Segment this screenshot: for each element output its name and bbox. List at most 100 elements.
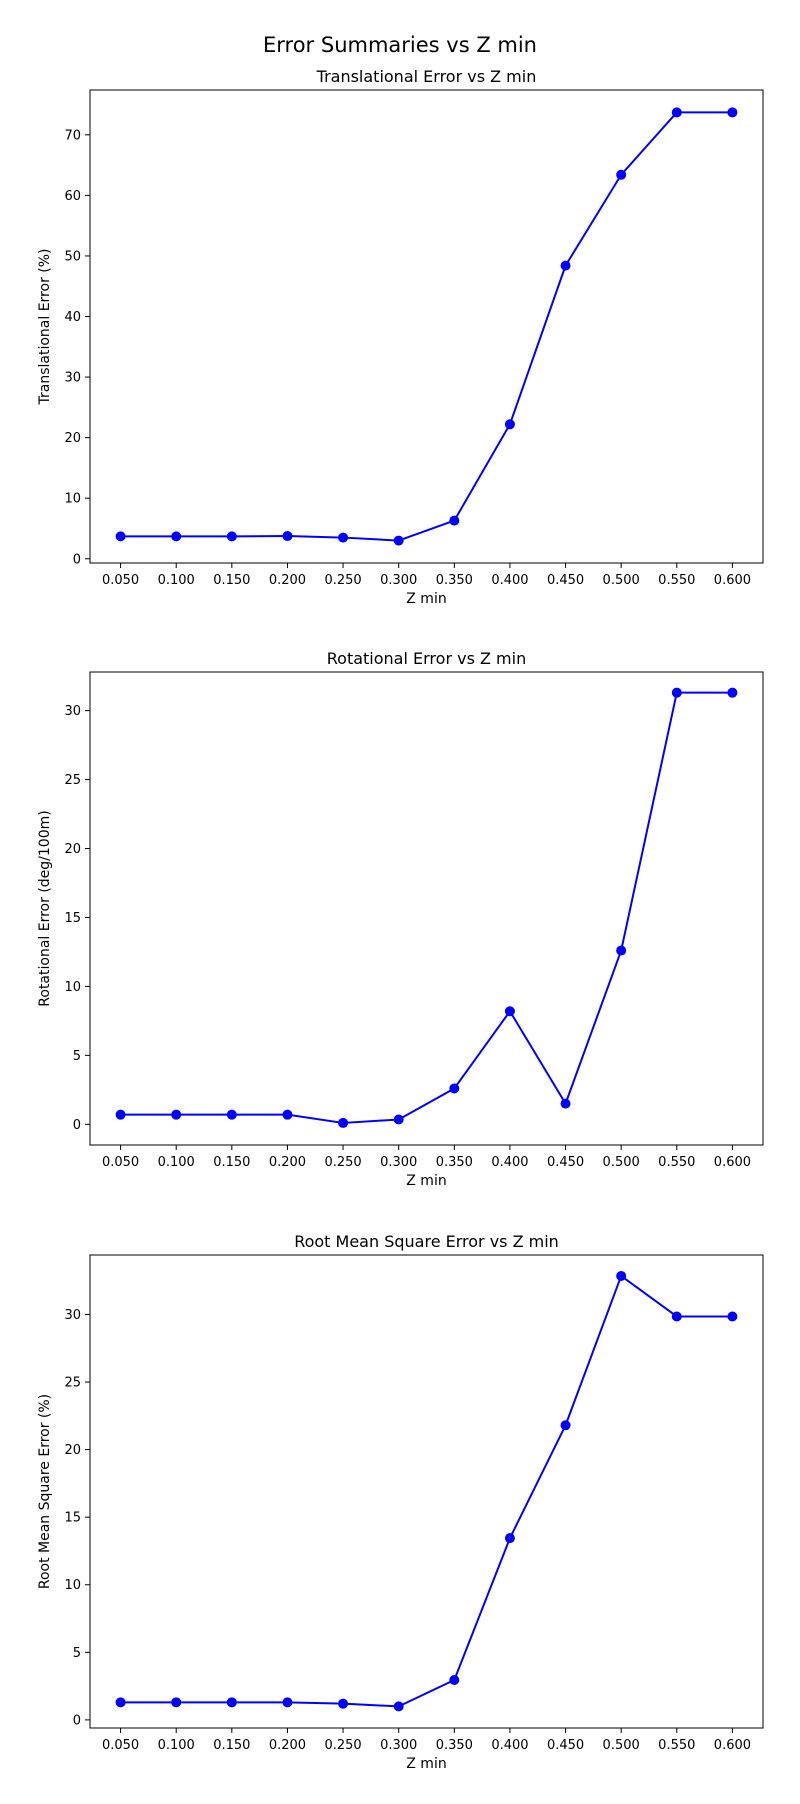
- rotational-y-tick-label: 15: [64, 911, 81, 926]
- rotational-data-point: [671, 687, 682, 698]
- rms-x-tick-label: 0.050: [102, 1738, 139, 1753]
- rotational-x-tick-label: 0.300: [380, 1155, 417, 1170]
- rms-data-point: [338, 1698, 349, 1709]
- rotational-data-point: [338, 1117, 349, 1128]
- rotational-data-point: [171, 1109, 182, 1120]
- rms-y-tick-label: 30: [64, 1308, 81, 1323]
- rms-error-chart: Root Mean Square Error vs Z min 0.050 0.10…: [37, 1232, 764, 1772]
- rotational-axes-frame: [89, 671, 764, 1146]
- rotational-y-tick-label: 25: [64, 773, 81, 788]
- rotational-x-tick-label: 0.100: [158, 1155, 195, 1170]
- rms-y-tick-label: 0: [73, 1713, 81, 1728]
- translational-y-tick-label: 10: [64, 492, 81, 507]
- translational-x-tick-label: 0.450: [547, 573, 584, 588]
- rotational-data-point: [282, 1109, 293, 1120]
- translational-x-tick-label: 0.400: [491, 573, 528, 588]
- rms-y-tick-label: 10: [64, 1578, 81, 1593]
- rms-y-tick-label: 25: [64, 1376, 81, 1391]
- translational-y-tick-label: 30: [64, 371, 81, 386]
- rotational-data-point: [560, 1098, 571, 1109]
- translational-x-tick-label: 0.200: [269, 573, 306, 588]
- rotational-x-tick-label: 0.350: [436, 1155, 473, 1170]
- translational-x-tick-label: 0.300: [380, 573, 417, 588]
- translational-data-point: [115, 531, 126, 542]
- rms-data-point: [226, 1697, 237, 1708]
- rotational-data-point: [727, 687, 738, 698]
- translational-data-point: [282, 531, 293, 542]
- rms-x-tick-label: 0.550: [658, 1738, 695, 1753]
- translational-x-tick-label: 0.500: [603, 573, 640, 588]
- rotational-y-tick-label: 30: [64, 704, 81, 719]
- translational-data-point: [338, 532, 349, 543]
- translational-error-chart: Translational Error vs Z min 0.050 0.100 0.…: [37, 67, 764, 607]
- translational-data-point: [393, 535, 404, 546]
- translational-data-point: [616, 169, 627, 180]
- translational-axes-frame: [89, 89, 764, 564]
- rotational-x-axis-label: Z min: [406, 1173, 446, 1189]
- translational-data-point: [449, 515, 460, 526]
- rotational-data-point: [115, 1109, 126, 1120]
- rotational-series-line: [120, 691, 733, 1124]
- translational-x-tick-label: 0.050: [102, 573, 139, 588]
- rms-series-line: [120, 1274, 733, 1708]
- translational-y-tick-label: 70: [64, 128, 81, 143]
- translational-x-tick-label: 0.250: [324, 573, 361, 588]
- rms-x-tick-label: 0.200: [269, 1738, 306, 1753]
- rotational-chart-title: Rotational Error vs Z min: [327, 649, 526, 668]
- translational-y-tick-label: 0: [73, 552, 81, 567]
- rotational-data-point: [226, 1109, 237, 1120]
- rms-x-tick-label: 0.350: [436, 1738, 473, 1753]
- rms-data-point: [449, 1675, 460, 1686]
- rms-x-tick-label: 0.500: [603, 1738, 640, 1753]
- rms-data-point: [560, 1420, 571, 1431]
- translational-x-tick-label: 0.350: [436, 573, 473, 588]
- translational-y-tick-label: 50: [64, 249, 81, 264]
- rms-x-tick-label: 0.150: [213, 1738, 250, 1753]
- rms-data-point: [504, 1533, 515, 1544]
- rotational-error-chart: Rotational Error vs Z min 0.050 0.100 0.150…: [37, 649, 764, 1189]
- rms-y-axis-label: Root Mean Square Error (%): [37, 1394, 53, 1589]
- translational-x-tick-label: 0.100: [158, 573, 195, 588]
- translational-y-tick-label: 60: [64, 189, 81, 204]
- rotational-y-axis-label: Rotational Error (deg/100m): [37, 810, 53, 1006]
- rms-axes-frame: [89, 1254, 764, 1729]
- rms-data-point: [115, 1697, 126, 1708]
- translational-y-tick-label: 40: [64, 310, 81, 325]
- rms-y-tick-label: 15: [64, 1511, 81, 1526]
- rotational-y-tick-label: 0: [73, 1118, 81, 1133]
- rotational-x-tick-label: 0.150: [213, 1155, 250, 1170]
- rotational-y-tick-label: 5: [73, 1049, 81, 1064]
- translational-data-point: [226, 531, 237, 542]
- rms-data-point: [616, 1270, 627, 1281]
- rms-x-tick-label: 0.100: [158, 1738, 195, 1753]
- rms-y-tick-label: 20: [64, 1443, 81, 1458]
- translational-data-point: [560, 260, 571, 271]
- translational-y-axis-label: Translational Error (%): [37, 248, 53, 405]
- translational-data-point: [727, 107, 738, 118]
- rms-x-tick-label: 0.600: [714, 1738, 751, 1753]
- rotational-x-tick-label: 0.450: [547, 1155, 584, 1170]
- rotational-y-tick-label: 10: [64, 980, 81, 995]
- rms-x-tick-label: 0.450: [547, 1738, 584, 1753]
- rms-x-tick-label: 0.250: [324, 1738, 361, 1753]
- rms-chart-title: Root Mean Square Error vs Z min: [294, 1232, 559, 1251]
- rotational-x-tick-label: 0.250: [324, 1155, 361, 1170]
- rotational-data-point: [504, 1006, 515, 1017]
- translational-y-tick-label: 20: [64, 431, 81, 446]
- rms-x-tick-label: 0.400: [491, 1738, 528, 1753]
- rms-data-point: [727, 1311, 738, 1322]
- rotational-x-tick-label: 0.600: [714, 1155, 751, 1170]
- translational-x-tick-label: 0.600: [714, 573, 751, 588]
- translational-data-point: [171, 531, 182, 542]
- rotational-x-tick-label: 0.500: [603, 1155, 640, 1170]
- rms-data-point: [393, 1701, 404, 1712]
- translational-chart-title: Translational Error vs Z min: [316, 67, 537, 86]
- rms-y-tick-label: 5: [73, 1646, 81, 1661]
- rms-x-tick-label: 0.300: [380, 1738, 417, 1753]
- translational-data-point: [504, 419, 515, 430]
- figure-title: Error Summaries vs Z min: [263, 33, 537, 57]
- rms-data-point: [171, 1697, 182, 1708]
- rotational-y-tick-label: 20: [64, 842, 81, 857]
